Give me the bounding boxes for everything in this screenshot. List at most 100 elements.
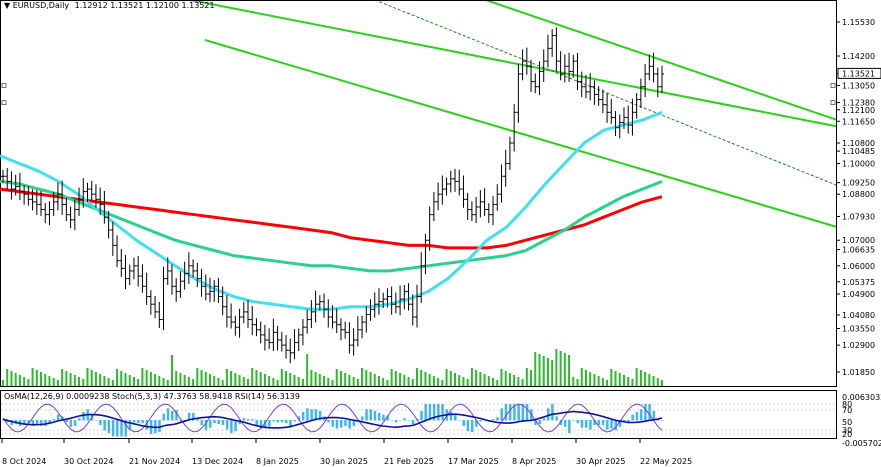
osma-bar bbox=[563, 420, 567, 427]
osma-bar bbox=[94, 420, 98, 421]
volume-bar bbox=[394, 371, 397, 386]
volume-bar bbox=[149, 372, 152, 386]
price-bar bbox=[562, 54, 567, 83]
osma-bar bbox=[120, 420, 123, 437]
osma-bar bbox=[614, 420, 618, 431]
time-axis: 8 Oct 2024 30 Oct 2024 21 Nov 2024 13 Dec 2… bbox=[1, 439, 692, 466]
price-bar bbox=[457, 169, 462, 196]
volume-bar bbox=[44, 374, 47, 386]
price-bar bbox=[651, 52, 656, 83]
volume-bar bbox=[242, 377, 245, 386]
osma-bar bbox=[107, 420, 111, 434]
price-level-marker bbox=[830, 83, 836, 88]
price-tick-label: 1.10800 bbox=[842, 139, 875, 148]
osma-bar bbox=[644, 404, 647, 421]
price-bar bbox=[77, 187, 82, 216]
trend-line bbox=[204, 39, 836, 228]
osma-bar bbox=[504, 404, 508, 421]
price-bar bbox=[609, 98, 614, 124]
price-bar bbox=[262, 324, 267, 351]
indicator-header: OsMA(12,26,9) 0.0009238 Stoch(5,3,3) 47.… bbox=[4, 392, 300, 401]
price-bar bbox=[22, 185, 27, 205]
volume-bar bbox=[365, 370, 368, 386]
price-bar bbox=[207, 277, 212, 303]
osma-bar bbox=[116, 420, 119, 437]
time-tick-label: 13 Dec 2024 bbox=[192, 457, 243, 466]
volume-bar bbox=[508, 373, 511, 386]
volume-bar bbox=[94, 372, 97, 386]
trend-channel-lines bbox=[190, 1, 836, 228]
price-bar bbox=[123, 254, 128, 290]
osma-bar bbox=[297, 416, 301, 421]
oscillator-indicators bbox=[1, 403, 836, 437]
volume-bar bbox=[204, 372, 207, 386]
price-bar bbox=[486, 203, 491, 224]
price-bar bbox=[292, 329, 297, 360]
osma-bar bbox=[348, 420, 351, 429]
osma-bar bbox=[601, 420, 605, 425]
price-tick-label: 1.14200 bbox=[842, 52, 875, 61]
osma-bar bbox=[420, 411, 423, 421]
price-bar bbox=[495, 184, 500, 211]
volume-bar bbox=[369, 372, 372, 386]
volume-bar bbox=[162, 378, 165, 386]
price-bar bbox=[305, 309, 310, 334]
osma-bar bbox=[546, 408, 550, 421]
trend-line bbox=[190, 1, 836, 128]
volume-bar bbox=[610, 369, 613, 386]
volume-bar bbox=[386, 380, 389, 386]
osma-bar bbox=[208, 420, 212, 428]
price-bar bbox=[537, 61, 542, 96]
volume-bar bbox=[187, 377, 190, 386]
price-bar bbox=[541, 49, 546, 82]
price-bar bbox=[393, 292, 398, 314]
volume-bar bbox=[568, 355, 571, 386]
volume-bar bbox=[475, 370, 478, 386]
volume-bar bbox=[208, 374, 211, 386]
volume-bar bbox=[551, 360, 554, 386]
volume-bar bbox=[124, 373, 127, 386]
price-tick-label: 1.10485 bbox=[842, 147, 875, 156]
osma-bar bbox=[2, 420, 5, 421]
osma-bar bbox=[470, 420, 474, 433]
volume-bar bbox=[424, 372, 427, 386]
volume-bar bbox=[458, 375, 461, 386]
price-bar bbox=[621, 107, 626, 129]
osma-bar bbox=[192, 412, 195, 421]
volume-bar bbox=[56, 380, 59, 386]
price-bar bbox=[13, 174, 18, 196]
volume-bar bbox=[65, 371, 68, 386]
price-bar bbox=[26, 185, 31, 206]
volume-bar bbox=[377, 376, 380, 386]
price-bar bbox=[347, 322, 352, 354]
osma-bar bbox=[377, 412, 381, 421]
moving-average-line bbox=[0, 179, 663, 273]
volume-bar bbox=[196, 368, 199, 386]
osma-bar bbox=[466, 420, 470, 432]
volume-bar bbox=[285, 371, 288, 386]
volume-bar bbox=[6, 369, 9, 386]
osma-bar bbox=[158, 420, 161, 433]
chart-menu-triangle-icon[interactable]: ▼ bbox=[4, 1, 11, 10]
volume-bar bbox=[597, 376, 600, 386]
volume-bar bbox=[542, 356, 545, 386]
price-bar bbox=[131, 257, 136, 280]
volume-bar bbox=[348, 375, 351, 386]
price-tick-label: 1.08800 bbox=[842, 190, 875, 199]
price-bar bbox=[647, 54, 652, 81]
osma-bar bbox=[272, 420, 275, 422]
price-bar bbox=[153, 296, 158, 319]
volume-bar bbox=[462, 377, 465, 386]
volume-bar bbox=[327, 378, 330, 386]
volume-bar bbox=[382, 378, 385, 386]
volume-bar bbox=[614, 371, 617, 386]
price-bar bbox=[224, 294, 229, 328]
osma-bar bbox=[23, 420, 26, 425]
volume-bar bbox=[310, 370, 313, 386]
price-bar bbox=[106, 210, 111, 239]
price-bar bbox=[533, 73, 538, 94]
moving-averages bbox=[0, 110, 663, 311]
volume-bar bbox=[73, 375, 76, 386]
